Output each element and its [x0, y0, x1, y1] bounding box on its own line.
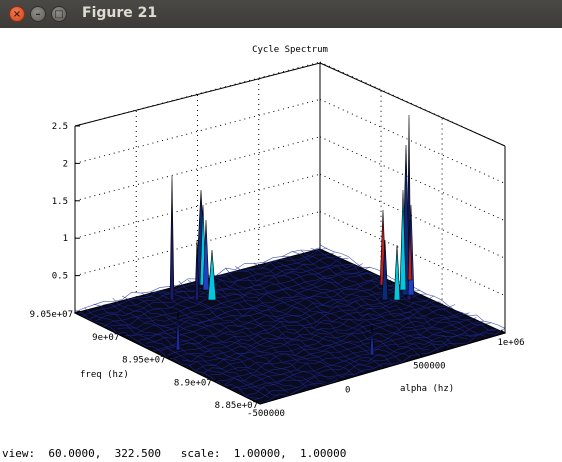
freq-tick-label: 9e+07 [92, 333, 119, 343]
chart-title: Cycle Spectrum [252, 45, 328, 55]
plot-canvas[interactable]: Cycle Spectrum 2.5 2 1.5 1 0.5 9.05e+07 9e+07… [0, 28, 562, 446]
freq-tick-label: 9.05e+07 [30, 310, 73, 320]
alpha-tick-label: 500000 [413, 362, 446, 372]
z-tick-label: 2 [63, 159, 68, 169]
close-button[interactable]: × [9, 6, 25, 22]
alpha-tick-label: 1e+06 [497, 338, 524, 348]
alpha-tick-label: 0 [345, 385, 350, 395]
alpha-tick-label: -500000 [247, 409, 285, 419]
status-bar: view: 60.0000, 322.500 scale: 1.00000, 1… [0, 446, 562, 462]
window-titlebar: × – □ Figure 21 [0, 0, 562, 28]
freq-tick-label: 8.9e+07 [174, 378, 212, 388]
alpha-axis-label: alpha (hz) [400, 384, 454, 394]
cycle-spectrum-plot[interactable]: Cycle Spectrum 2.5 2 1.5 1 0.5 9.05e+07 9e+07… [0, 28, 562, 446]
spectrum-peak [170, 176, 174, 300]
minimize-button[interactable]: – [30, 6, 46, 22]
back-wall-top-left [75, 63, 320, 126]
window-title: Figure 21 [82, 5, 157, 21]
back-wall-top-right [320, 63, 505, 146]
close-icon: × [13, 9, 21, 20]
maximize-icon: □ [54, 9, 63, 20]
spectrum-peak [394, 245, 400, 300]
spectrum-peak [208, 250, 216, 300]
z-tick-label: 0.5 [52, 272, 68, 282]
freq-axis-label: freq (hz) [80, 370, 129, 380]
minimize-icon: – [36, 9, 41, 20]
freq-tick-label: 8.95e+07 [122, 356, 165, 366]
z-tick-label: 2.5 [52, 122, 68, 132]
view-scale-readout: view: 60.0000, 322.500 scale: 1.00000, 1… [2, 447, 346, 460]
maximize-button[interactable]: □ [51, 6, 67, 22]
z-tick-label: 1.5 [52, 197, 68, 207]
z-tick-label: 1 [63, 234, 68, 244]
